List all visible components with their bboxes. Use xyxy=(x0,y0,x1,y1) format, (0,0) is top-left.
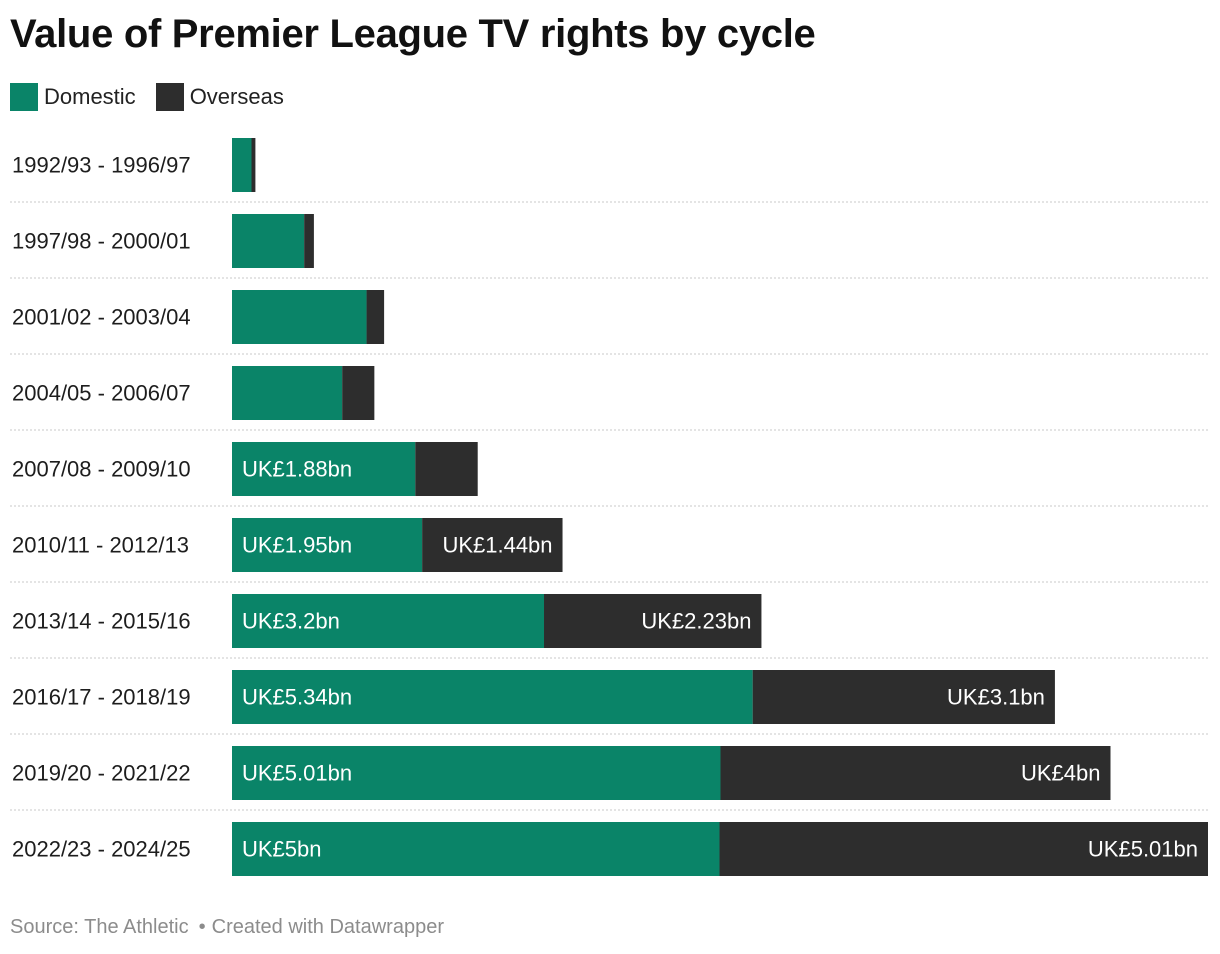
credit-note: Created with Datawrapper xyxy=(211,916,444,938)
bar-overseas xyxy=(719,822,1208,876)
category-label: 2019/20 - 2021/22 xyxy=(12,761,191,786)
legend-item-domestic: Domestic xyxy=(10,83,136,111)
category-label: 2004/05 - 2006/07 xyxy=(12,381,191,406)
data-label-overseas: UK£1.44bn xyxy=(442,533,552,558)
bar-domestic xyxy=(232,138,252,192)
data-label-overseas: UK£4bn xyxy=(1021,761,1101,786)
bar-overseas xyxy=(251,138,256,192)
category-label: 1992/93 - 1996/97 xyxy=(12,153,191,178)
bar-domestic xyxy=(232,214,305,268)
bar-overseas xyxy=(752,670,1055,724)
category-label: 2013/14 - 2015/16 xyxy=(12,609,191,634)
bar-domestic xyxy=(232,366,343,420)
source-note: Source: The Athletic xyxy=(10,916,189,938)
bar-domestic xyxy=(232,290,367,344)
data-label-domestic: UK£5.34bn xyxy=(242,685,352,710)
legend-item-overseas: Overseas xyxy=(155,83,284,111)
bar-overseas xyxy=(544,594,762,648)
category-label: 2007/08 - 2009/10 xyxy=(12,457,191,482)
data-label-domestic: UK£1.95bn xyxy=(242,533,352,558)
legend-swatch-overseas xyxy=(155,83,184,111)
bar-chart: 1992/93 - 1996/97 1997/98 - 2000/01 2001/0… xyxy=(10,138,1208,876)
bar-domestic xyxy=(232,670,753,724)
legend-label-overseas: Overseas xyxy=(189,84,284,109)
bar-overseas xyxy=(720,746,1111,800)
footer: Source: The Athletic • Created with Datawr… xyxy=(10,916,444,939)
bar-domestic xyxy=(232,746,721,800)
bar-overseas xyxy=(422,518,563,572)
bar-domestic xyxy=(232,822,720,876)
legend-label-domestic: Domestic xyxy=(44,84,136,109)
data-label-overseas: UK£2.23bn xyxy=(641,609,751,634)
category-label: 2001/02 - 2003/04 xyxy=(12,305,191,330)
bar-domestic xyxy=(232,442,416,496)
data-label-domestic: UK£3.2bn xyxy=(242,609,340,634)
bar-overseas xyxy=(366,290,385,344)
data-label-domestic: UK£5.01bn xyxy=(242,761,352,786)
legend: Domestic Overseas xyxy=(10,82,304,112)
data-label-overseas: UK£3.1bn xyxy=(947,685,1045,710)
data-label-overseas: UK£5.01bn xyxy=(1088,837,1198,862)
legend-swatch-domestic xyxy=(10,83,38,111)
category-label: 2016/17 - 2018/19 xyxy=(12,685,191,710)
bar-domestic xyxy=(232,518,423,572)
chart-title: Value of Premier League TV rights by cyc… xyxy=(10,12,816,56)
category-label: 2022/23 - 2024/25 xyxy=(12,837,191,862)
category-label: 1997/98 - 2000/01 xyxy=(12,229,191,254)
bar-domestic xyxy=(232,594,545,648)
bar-overseas xyxy=(342,366,375,420)
footer-separator: • xyxy=(198,916,206,938)
bar-overseas xyxy=(304,214,314,268)
bar-overseas xyxy=(415,442,478,496)
data-label-domestic: UK£5bn xyxy=(242,837,322,862)
data-label-domestic: UK£1.88bn xyxy=(242,457,352,482)
category-label: 2010/11 - 2012/13 xyxy=(12,533,189,558)
